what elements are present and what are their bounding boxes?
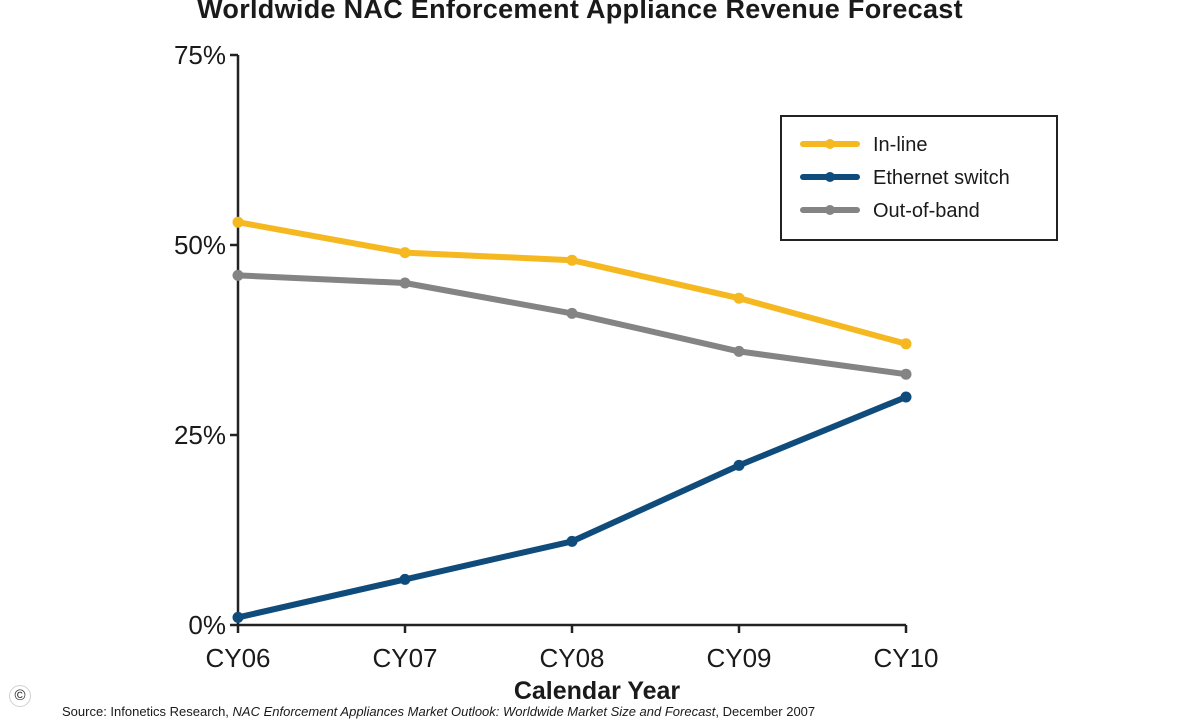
data-point-out-of-band [900, 368, 912, 380]
legend-label: Out-of-band [873, 200, 980, 222]
data-point-ethernet-switch [733, 459, 745, 471]
source-suffix: , December 2007 [715, 704, 816, 719]
legend-label: Ethernet switch [873, 167, 1010, 189]
series-layer [232, 216, 912, 623]
x-tick-label: CY08 [539, 643, 604, 673]
data-point-out-of-band [733, 345, 745, 357]
legend-marker [825, 139, 835, 149]
data-point-in-line [566, 254, 578, 266]
legend-item-in-line: In-line [800, 134, 927, 156]
source-note: Source: Infonetics Research, NAC Enforce… [62, 704, 815, 719]
axes: 0% 25% 50% 75% CY06 CY07 CY08 CY09 CY10 [174, 40, 939, 673]
series-ethernet-switch [232, 391, 912, 623]
legend-label: In-line [873, 134, 927, 156]
y-tick-label: 50% [174, 230, 226, 260]
data-point-out-of-band [399, 277, 411, 289]
data-point-in-line [232, 216, 244, 228]
data-point-ethernet-switch [900, 391, 912, 403]
x-tick-label: CY09 [706, 643, 771, 673]
data-point-ethernet-switch [566, 535, 578, 547]
series-line-ethernet-switch [235, 394, 909, 621]
copyright-icon: © [10, 686, 30, 706]
data-point-ethernet-switch [232, 611, 244, 623]
legend-marker [825, 172, 835, 182]
data-point-in-line [900, 338, 912, 350]
legend-item-ethernet-switch: Ethernet switch [800, 167, 1010, 189]
source-publication: NAC Enforcement Appliances Market Outloo… [232, 704, 716, 719]
data-point-in-line [399, 247, 411, 259]
y-tick-label: 0% [188, 610, 226, 640]
series-in-line [232, 216, 912, 350]
data-point-ethernet-switch [399, 573, 411, 585]
chart-title: Worldwide NAC Enforcement Appliance Reve… [197, 0, 963, 24]
data-point-in-line [733, 292, 745, 304]
x-tick-label: CY06 [205, 643, 270, 673]
y-tick-label: 25% [174, 420, 226, 450]
series-line-out-of-band [235, 272, 909, 378]
legend: In-line Ethernet switch Out-of-band [780, 115, 1058, 241]
x-tick-label: CY10 [873, 643, 938, 673]
y-tick-label: 75% [174, 40, 226, 70]
data-point-out-of-band [232, 269, 244, 281]
legend-marker [825, 205, 835, 215]
source-prefix: Source: Infonetics Research, [62, 704, 233, 719]
x-tick-label: CY07 [372, 643, 437, 673]
x-axis-label: Calendar Year [514, 677, 681, 705]
data-point-out-of-band [566, 307, 578, 319]
series-out-of-band [232, 269, 912, 380]
legend-item-out-of-band: Out-of-band [800, 200, 980, 222]
